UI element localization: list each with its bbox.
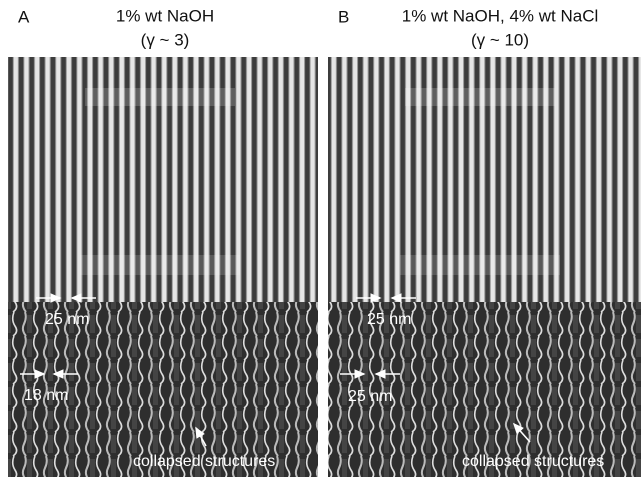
panel-title: (γ ~ 3): [141, 30, 190, 49]
panel-title: (γ ~ 10): [471, 30, 529, 49]
band: [400, 255, 560, 275]
panel-title: 1% wt NaOH: [116, 6, 214, 25]
annotation: 25 nm: [367, 311, 411, 328]
panel-letter: A: [18, 7, 30, 26]
annotation: 25 nm: [45, 311, 89, 328]
panel-letter: B: [338, 7, 349, 26]
annotation: collapsed structures: [133, 453, 275, 470]
band: [405, 88, 555, 106]
band: [85, 88, 235, 106]
band: [80, 255, 240, 275]
annotation: 18 nm: [24, 387, 68, 404]
panel-b: B 1% wt NaOH, 4% wt NaCl (γ ~ 10) 25 nm …: [328, 6, 641, 477]
panel-a: A 1% wt NaOH (γ ~ 3) 25 nm 18 nm collaps…: [8, 6, 318, 477]
annotation: 25 nm: [348, 388, 392, 405]
annotation: collapsed structures: [462, 453, 604, 470]
figure: A 1% wt NaOH (γ ~ 3) 25 nm 18 nm collaps…: [0, 0, 641, 477]
panel-title: 1% wt NaOH, 4% wt NaCl: [402, 6, 599, 25]
